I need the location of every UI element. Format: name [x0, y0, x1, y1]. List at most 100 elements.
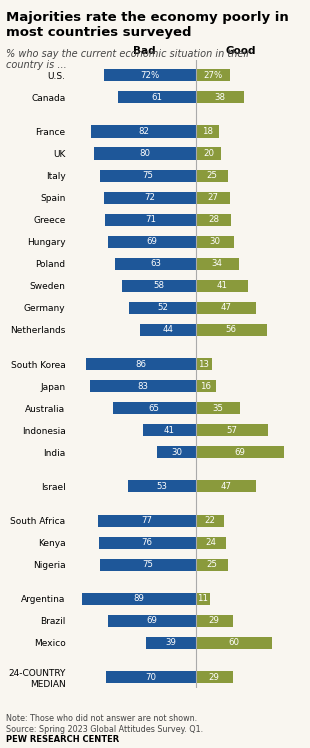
- Text: 69: 69: [234, 448, 245, 457]
- Text: 18: 18: [202, 127, 213, 136]
- Text: 77: 77: [141, 516, 152, 525]
- Text: 47: 47: [220, 304, 231, 313]
- Bar: [98, 515, 196, 527]
- Text: 11: 11: [197, 595, 208, 604]
- Bar: [140, 324, 196, 336]
- Bar: [128, 480, 196, 492]
- Bar: [196, 91, 244, 103]
- Text: 16: 16: [200, 381, 211, 390]
- Bar: [94, 147, 196, 159]
- Text: 89: 89: [134, 595, 144, 604]
- Bar: [108, 236, 196, 248]
- Text: 39: 39: [165, 639, 176, 648]
- Bar: [196, 126, 219, 138]
- Text: 35: 35: [212, 404, 224, 413]
- Bar: [90, 380, 196, 392]
- Bar: [196, 258, 239, 270]
- Bar: [118, 91, 196, 103]
- Bar: [99, 536, 196, 549]
- Text: 22: 22: [204, 516, 215, 525]
- Text: 72%: 72%: [140, 71, 159, 80]
- Text: 72: 72: [144, 193, 155, 202]
- Text: 25: 25: [206, 560, 217, 569]
- Bar: [196, 380, 216, 392]
- Text: Majorities rate the economy poorly in
most countries surveyed: Majorities rate the economy poorly in mo…: [6, 11, 289, 39]
- Bar: [196, 447, 284, 459]
- Bar: [100, 559, 196, 571]
- Bar: [104, 191, 196, 203]
- Text: 83: 83: [137, 381, 148, 390]
- Bar: [91, 126, 196, 138]
- Text: 69: 69: [146, 237, 157, 246]
- Text: 24: 24: [206, 538, 216, 547]
- Bar: [196, 191, 230, 203]
- Bar: [100, 170, 196, 182]
- Text: 56: 56: [226, 325, 237, 334]
- Text: 34: 34: [212, 260, 223, 269]
- Bar: [196, 424, 268, 436]
- Text: 27%: 27%: [203, 71, 223, 80]
- Text: 75: 75: [142, 560, 153, 569]
- Bar: [196, 358, 212, 370]
- Text: 70: 70: [145, 672, 157, 681]
- Bar: [196, 70, 230, 82]
- Text: 20: 20: [203, 149, 214, 158]
- Bar: [157, 447, 196, 459]
- Text: 53: 53: [156, 482, 167, 491]
- Text: 76: 76: [142, 538, 153, 547]
- Text: 30: 30: [171, 448, 182, 457]
- Bar: [196, 559, 228, 571]
- Text: 60: 60: [228, 639, 239, 648]
- Text: Good: Good: [225, 46, 255, 56]
- Text: 86: 86: [135, 360, 146, 369]
- Bar: [144, 424, 196, 436]
- Text: 47: 47: [220, 482, 231, 491]
- Bar: [113, 402, 196, 414]
- Text: 63: 63: [150, 260, 161, 269]
- Bar: [196, 637, 272, 649]
- Bar: [196, 280, 248, 292]
- Text: 61: 61: [151, 93, 162, 102]
- Text: 65: 65: [149, 404, 160, 413]
- Bar: [196, 324, 267, 336]
- Text: 28: 28: [208, 215, 219, 224]
- Text: % who say the current economic situation in their
country is ...: % who say the current economic situation…: [6, 49, 250, 70]
- Bar: [196, 402, 240, 414]
- Bar: [196, 671, 232, 683]
- Text: 69: 69: [146, 616, 157, 625]
- Text: 80: 80: [139, 149, 150, 158]
- Text: 75: 75: [142, 171, 153, 180]
- Bar: [115, 258, 196, 270]
- Text: Bad: Bad: [133, 46, 156, 56]
- Bar: [196, 615, 232, 627]
- Bar: [105, 214, 196, 226]
- Text: 38: 38: [214, 93, 225, 102]
- Text: 58: 58: [153, 281, 164, 290]
- Text: 27: 27: [207, 193, 218, 202]
- Bar: [196, 170, 228, 182]
- Text: 57: 57: [227, 426, 237, 435]
- Text: 52: 52: [157, 304, 168, 313]
- Bar: [196, 480, 255, 492]
- Bar: [196, 515, 224, 527]
- Bar: [196, 301, 255, 314]
- Bar: [104, 70, 196, 82]
- Bar: [196, 147, 221, 159]
- Bar: [122, 280, 196, 292]
- Bar: [196, 536, 226, 549]
- Bar: [106, 671, 196, 683]
- Bar: [82, 593, 196, 605]
- Text: 25: 25: [206, 171, 217, 180]
- Text: 13: 13: [198, 360, 210, 369]
- Bar: [86, 358, 196, 370]
- Text: 82: 82: [138, 127, 149, 136]
- Text: 71: 71: [145, 215, 156, 224]
- Bar: [196, 214, 231, 226]
- Text: 41: 41: [216, 281, 227, 290]
- Bar: [129, 301, 196, 314]
- Text: 44: 44: [162, 325, 173, 334]
- Text: 41: 41: [164, 426, 175, 435]
- Bar: [146, 637, 196, 649]
- Text: PEW RESEARCH CENTER: PEW RESEARCH CENTER: [6, 735, 119, 744]
- Text: 29: 29: [209, 672, 219, 681]
